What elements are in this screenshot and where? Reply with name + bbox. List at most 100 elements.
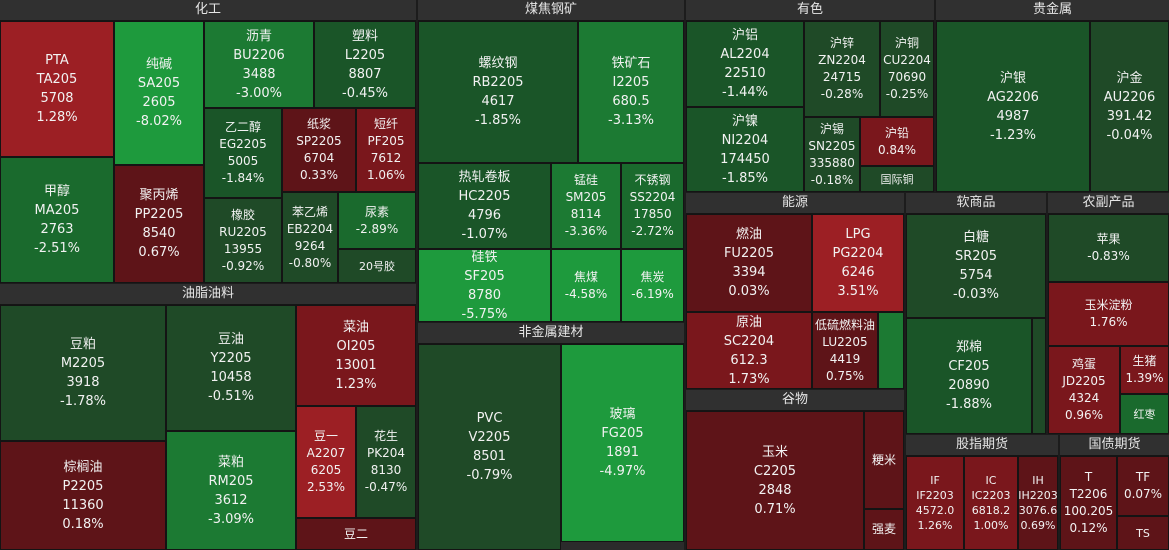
tile-name: 铁矿石 — [611, 56, 651, 71]
tile-change: -4.97% — [599, 464, 646, 479]
tile-rubber20[interactable]: 20号胶 — [338, 249, 416, 283]
tile-methanol[interactable]: 甲醇 MA205 2763 -2.51% — [0, 157, 114, 283]
tile-name: 锰硅 — [573, 173, 598, 187]
tile-change: -2.51% — [34, 241, 80, 256]
tile-name: 苹果 — [1096, 232, 1121, 246]
tile-soybean2[interactable]: 豆二 — [296, 518, 416, 550]
tile-tin[interactable]: 沪锡 SN2205 335880 -0.18% — [804, 117, 860, 192]
tile-price: 22510 — [724, 66, 766, 81]
tile-coking-coal[interactable]: 焦炭 -6.19% — [621, 249, 684, 322]
tile-meg[interactable]: 乙二醇 EG2205 5005 -1.84% — [204, 108, 282, 198]
tile-ih[interactable]: IH IH2203 3076.6 0.69% — [1018, 456, 1058, 550]
sector-oils: 油脂油料 豆粕 M2205 3918 -1.78% 豆油 Y2205 10458… — [0, 284, 416, 550]
tile-lsfo[interactable]: 低硫燃料油 LU2205 4419 0.75% — [812, 312, 878, 389]
tile-gold[interactable]: 沪金 AU2206 391.42 -0.04% — [1090, 21, 1169, 192]
tile-name: 甲醇 — [43, 184, 70, 199]
tile-sugar[interactable]: 白糖 SR205 5754 -0.03% — [906, 214, 1046, 318]
tile-stainless[interactable]: 不锈钢 SS2204 17850 -2.72% — [621, 163, 684, 249]
tile-change: 0.07% — [1123, 487, 1163, 501]
tile-intl-copper[interactable]: 国际铜 — [860, 166, 934, 192]
tile-change: -1.84% — [221, 171, 265, 185]
sector-title-precious: 贵金属 — [936, 0, 1169, 21]
tile-name: 焦煤 — [573, 269, 598, 284]
tile-palm-oil[interactable]: 棕榈油 P2205 11360 0.18% — [0, 441, 166, 550]
tile-peanut[interactable]: 花生 PK204 8130 -0.47% — [356, 406, 416, 518]
tile-tf[interactable]: TF 0.07% — [1117, 456, 1169, 516]
tile-lead[interactable]: 沪铅 0.84% — [860, 117, 934, 166]
tile-price: 5005 — [227, 154, 259, 168]
tile-pulp[interactable]: 纸浆 SP2205 6704 0.33% — [282, 108, 356, 192]
tile-styrene[interactable]: 苯乙烯 EB2204 9264 -0.80% — [282, 192, 338, 283]
tile-plastic[interactable]: 塑料 L2205 8807 -0.45% — [314, 21, 416, 108]
tile-silicomanganese[interactable]: 锰硅 SM205 8114 -3.36% — [551, 163, 621, 249]
tile-rubber[interactable]: 橡胶 RU2205 13955 -0.92% — [204, 198, 282, 283]
tile-name: 不锈钢 — [634, 173, 671, 187]
tile-price: 9264 — [294, 238, 326, 253]
tile-soybean1[interactable]: 豆一 A2207 6205 2.53% — [296, 406, 356, 518]
tile-corn[interactable]: 玉米 C2205 2848 0.71% — [686, 411, 864, 550]
tile-corn-starch[interactable]: 玉米淀粉 1.76% — [1048, 282, 1169, 346]
tile-soda-ash[interactable]: 纯碱 SA205 2605 -8.02% — [114, 21, 204, 165]
tile-price: 2763 — [40, 222, 74, 237]
tile-name: 强麦 — [871, 522, 896, 536]
tile-change: -0.18% — [810, 172, 854, 187]
tile-rebar[interactable]: 螺纹钢 RB2205 4617 -1.85% — [418, 21, 578, 163]
tile-code: NI2204 — [721, 132, 769, 148]
tile-pta[interactable]: PTA TA205 5708 1.28% — [0, 21, 114, 157]
tile-copper[interactable]: 沪铜 CU2204 70690 -0.25% — [880, 21, 934, 117]
tile-nickel[interactable]: 沪镍 NI2204 174450 -1.85% — [686, 107, 804, 192]
tile-code: OI205 — [336, 338, 376, 354]
tile-zinc[interactable]: 沪锌 ZN2204 24715 -0.28% — [804, 21, 880, 117]
tile-rapeseed-meal[interactable]: 菜粕 RM205 3612 -3.09% — [166, 431, 296, 550]
tile-code: RM205 — [208, 473, 254, 489]
tile-code: RU2205 — [219, 224, 267, 239]
tile-ferrosilicon[interactable]: 硅铁 SF205 8780 -5.75% — [418, 249, 551, 322]
tile-price: 17850 — [633, 207, 672, 221]
tile-silver[interactable]: 沪银 AG2206 4987 -1.23% — [936, 21, 1090, 192]
tile-hog[interactable]: 生猪 1.39% — [1120, 346, 1169, 394]
tile-name: 豆粕 — [69, 337, 96, 352]
tile-apple[interactable]: 苹果 -0.83% — [1048, 214, 1169, 282]
tile-lpg[interactable]: LPG PG2204 6246 3.51% — [812, 214, 904, 312]
tile-red-date[interactable]: 红枣 — [1120, 394, 1169, 434]
tile-coke[interactable]: 焦煤 -4.58% — [551, 249, 621, 322]
tile-name: T — [1084, 470, 1093, 484]
sector-title-nonmetal: 非金属建材 — [418, 323, 684, 344]
tile-name: 鸡蛋 — [1071, 357, 1096, 371]
tile-hot-coil[interactable]: 热轧卷板 HC2205 4796 -1.07% — [418, 163, 551, 249]
tile-psf[interactable]: 短纤 PF205 7612 1.06% — [356, 108, 416, 192]
tile-egg[interactable]: 鸡蛋 JD2205 4324 0.96% — [1048, 346, 1120, 434]
tile-if[interactable]: IF IF2203 4572.0 1.26% — [906, 456, 964, 550]
tile-pp[interactable]: 聚丙烯 PP2205 8540 0.67% — [114, 165, 204, 283]
tile-ic[interactable]: IC IC2203 6818.2 1.00% — [964, 456, 1018, 550]
tile-soymeal[interactable]: 豆粕 M2205 3918 -1.78% — [0, 305, 166, 441]
tile-change: -1.85% — [475, 113, 521, 128]
tile-rapeseed-oil[interactable]: 菜油 OI205 13001 1.23% — [296, 305, 416, 406]
tile-price: 7612 — [370, 151, 402, 165]
tile-price: 335880 — [809, 155, 855, 170]
tile-price: 8130 — [370, 463, 402, 477]
tile-aluminum[interactable]: 沪铝 AL2204 22510 -1.44% — [686, 21, 804, 107]
tile-change: -3.13% — [608, 113, 654, 128]
tile-fuel-oil[interactable]: 燃油 FU2205 3394 0.03% — [686, 214, 812, 312]
tile-t[interactable]: T T2206 100.205 0.12% — [1060, 456, 1117, 550]
tile-bitumen[interactable]: 沥青 BU2206 3488 -3.00% — [204, 21, 314, 108]
tile-softs-small[interactable] — [1032, 318, 1046, 434]
tile-glass[interactable]: 玻璃 FG205 1891 -4.97% — [561, 344, 684, 542]
tile-soyoil[interactable]: 豆油 Y2205 10458 -0.51% — [166, 305, 296, 431]
tile-cotton[interactable]: 郑棉 CF205 20890 -1.88% — [906, 318, 1032, 434]
tile-pvc[interactable]: PVC V2205 8501 -0.79% — [418, 344, 561, 550]
tile-name: 豆油 — [217, 332, 244, 347]
tile-price: 4617 — [481, 94, 515, 109]
tile-price: 3918 — [66, 375, 100, 390]
tile-crude[interactable]: 原油 SC2204 612.3 1.73% — [686, 312, 812, 389]
tile-iron-ore[interactable]: 铁矿石 I2205 680.5 -3.13% — [578, 21, 684, 163]
tile-strong-wheat[interactable]: 强麦 — [864, 509, 904, 550]
sector-chemicals: 化工 PTA TA205 5708 1.28% 纯碱 SA205 2605 -8… — [0, 0, 416, 283]
tile-change: 1.00% — [973, 519, 1009, 532]
tile-urea[interactable]: 尿素 -2.89% — [338, 192, 416, 249]
tile-code: PG2204 — [832, 246, 884, 261]
tile-energy-small[interactable] — [878, 312, 904, 389]
tile-ts[interactable]: TS — [1117, 516, 1169, 550]
tile-japonica[interactable]: 粳米 — [864, 411, 904, 509]
